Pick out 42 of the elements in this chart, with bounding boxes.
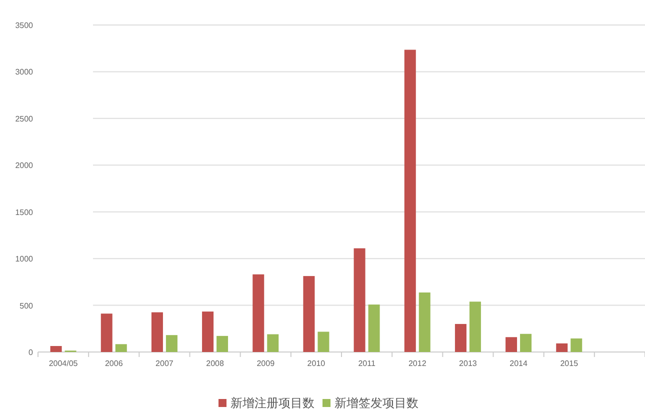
bar [469,302,481,352]
x-tick-label: 2006 [104,359,124,368]
bar [100,314,112,352]
y-tick-label: 2000 [15,161,34,170]
bar [303,276,315,352]
y-tick-label: 1000 [15,254,34,264]
legend-label: 新增签发项目数 [334,396,418,410]
bar [252,274,264,352]
bar [166,335,178,352]
bar [418,292,430,352]
bar [520,334,532,352]
x-tick-label: 2004/05 [48,359,78,368]
bar [50,346,62,352]
y-tick-label: 0 [28,348,34,357]
bar [570,338,582,352]
x-tick-label: 2010 [307,359,326,368]
x-tick-label: 2013 [459,359,478,368]
bar [506,337,518,352]
bar [454,324,466,352]
x-tick-label: 2014 [510,359,528,368]
y-tick-label: 3500 [15,21,34,30]
y-tick-label: 2500 [15,114,34,124]
bar [216,336,228,352]
bar [404,50,416,352]
bar [202,312,214,352]
bar [115,344,127,352]
x-tick-label: 2015 [560,359,579,368]
x-tick-label: 2012 [408,359,427,368]
y-tick-label: 500 [20,301,34,310]
y-tick-label: 1500 [15,208,34,217]
bar [354,248,366,352]
bar [368,304,380,352]
bar [267,334,279,352]
bar [151,312,163,352]
x-tick-label: 2007 [156,359,174,368]
x-tick-label: 2009 [256,359,276,368]
y-tick-label: 3000 [15,68,34,77]
x-tick-label: 2011 [358,359,376,368]
legend-label: 新增注册项目数 [230,396,314,410]
x-tick-label: 2008 [206,359,224,368]
bar [318,332,330,352]
bar [556,343,568,352]
